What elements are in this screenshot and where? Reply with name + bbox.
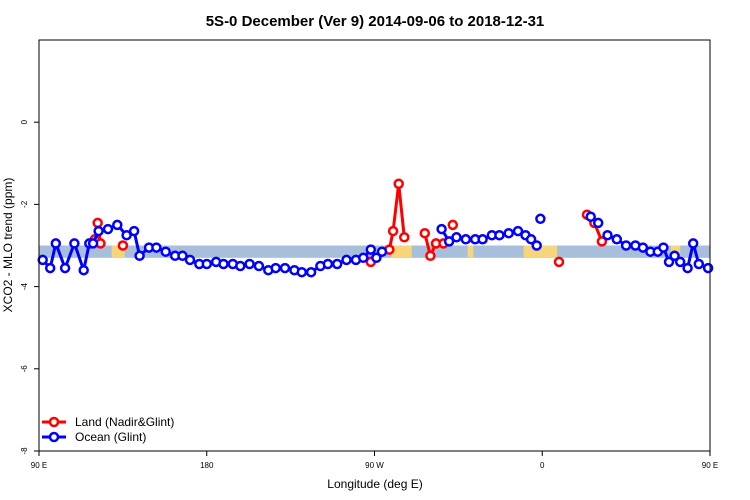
legend-item-ocean: Ocean (Glint) (42, 430, 146, 444)
y-tick-label: -8 (20, 447, 29, 455)
data-point (611, 234, 623, 245)
data-point (50, 238, 62, 249)
data-point (602, 229, 613, 241)
data-point (93, 225, 104, 237)
legend-land-marker (48, 416, 60, 428)
data-point (253, 260, 265, 272)
legend-land-label: Land (Nadir&Glint) (75, 415, 174, 429)
data-point (451, 232, 462, 243)
legend-ocean-label: Ocean (Glint) (75, 430, 146, 444)
data-point (128, 225, 140, 237)
data-point (235, 260, 246, 272)
data-point (376, 246, 388, 257)
data-point (436, 223, 447, 235)
data-point (682, 262, 693, 274)
data-point (365, 244, 377, 255)
land-band-segment (391, 245, 412, 258)
legend-item-land: Land (Nadir&Glint) (42, 415, 174, 429)
data-point (279, 262, 291, 274)
data-point (477, 234, 488, 245)
data-point (177, 250, 188, 262)
data-point (218, 258, 229, 270)
data-point (296, 266, 308, 278)
y-tick-label: 0 (20, 119, 29, 124)
series-ocean (37, 211, 714, 278)
data-point (371, 252, 382, 264)
data-point (59, 262, 71, 274)
data-point (160, 246, 171, 257)
y-axis-label: XCO2 - MLO trend (ppm) (1, 178, 15, 313)
data-point (387, 225, 399, 237)
data-point (702, 262, 714, 274)
data-point (637, 242, 649, 253)
data-point (151, 242, 162, 253)
data-point (443, 236, 455, 247)
data-point (102, 223, 114, 235)
data-point (358, 252, 369, 264)
plot-series (37, 178, 714, 278)
data-point (663, 256, 675, 268)
data-point (425, 250, 436, 262)
series-line (387, 182, 406, 250)
y-axis: 0 -2 -4 -6 -8 (20, 119, 39, 455)
data-point (69, 238, 80, 249)
data-point (37, 254, 48, 266)
data-point (525, 234, 537, 245)
data-point (331, 258, 343, 270)
data-point (44, 262, 56, 274)
data-point (201, 258, 213, 270)
data-point (112, 219, 123, 231)
data-point (87, 238, 99, 249)
data-point (592, 217, 604, 229)
data-point (669, 250, 680, 262)
data-point (134, 250, 145, 262)
y-tick-label: -2 (20, 200, 29, 208)
data-point (674, 256, 686, 268)
data-point (305, 266, 317, 278)
data-point (270, 262, 281, 274)
data-point (687, 238, 699, 249)
data-point (535, 213, 546, 225)
data-point (585, 211, 596, 222)
data-point (184, 254, 196, 266)
legend-ocean-marker (48, 431, 60, 443)
y-tick-label: -4 (20, 282, 29, 290)
x-tick-label: 180 (200, 461, 214, 470)
data-point (447, 219, 459, 231)
land-band-segment (467, 245, 474, 258)
data-point (121, 229, 132, 241)
x-tick-label: 90 W (365, 461, 384, 470)
data-point (341, 254, 352, 266)
data-point (244, 258, 255, 270)
data-point (553, 256, 565, 268)
data-point (78, 264, 89, 276)
data-point (117, 240, 129, 251)
data-point (693, 258, 705, 270)
land-band-segment (523, 245, 558, 258)
data-point (596, 236, 608, 247)
data-point (460, 234, 472, 245)
data-point (92, 217, 103, 229)
x-tick-label: 90 E (702, 461, 718, 470)
data-point (503, 227, 514, 239)
data-point (531, 240, 542, 251)
data-point (620, 240, 632, 251)
data-point (322, 258, 334, 270)
data-point (399, 232, 410, 243)
data-point (512, 225, 524, 237)
data-point (494, 229, 505, 241)
data-point (393, 178, 404, 190)
x-axis-label: Longitude (deg E) (327, 477, 422, 491)
x-tick-label: 0 (540, 461, 545, 470)
data-point (658, 242, 669, 253)
data-point (419, 227, 431, 239)
legend: Land (Nadir&Glint) Ocean (Glint) (42, 415, 174, 444)
x-axis: 90 E 180 90 W 0 90 E (31, 451, 718, 470)
chart-title: 5S-0 December (Ver 9) 2014-09-06 to 2018… (206, 13, 545, 30)
y-tick-label: -6 (20, 365, 29, 373)
x-tick-label: 90 E (31, 461, 47, 470)
